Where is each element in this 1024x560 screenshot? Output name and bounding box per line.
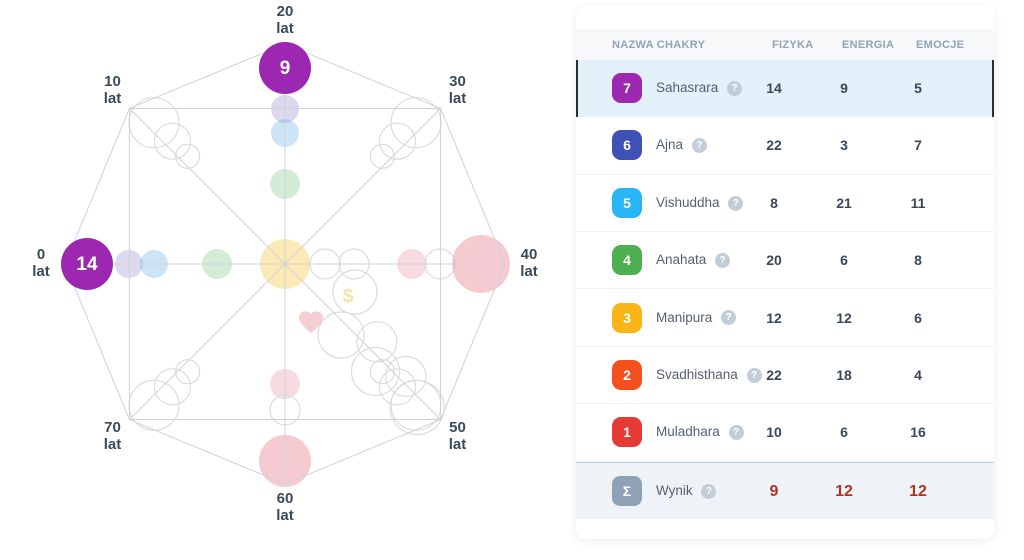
svg-text:14: 14 (76, 254, 98, 275)
svg-text:$: $ (343, 286, 354, 307)
svg-text:9: 9 (280, 58, 291, 79)
